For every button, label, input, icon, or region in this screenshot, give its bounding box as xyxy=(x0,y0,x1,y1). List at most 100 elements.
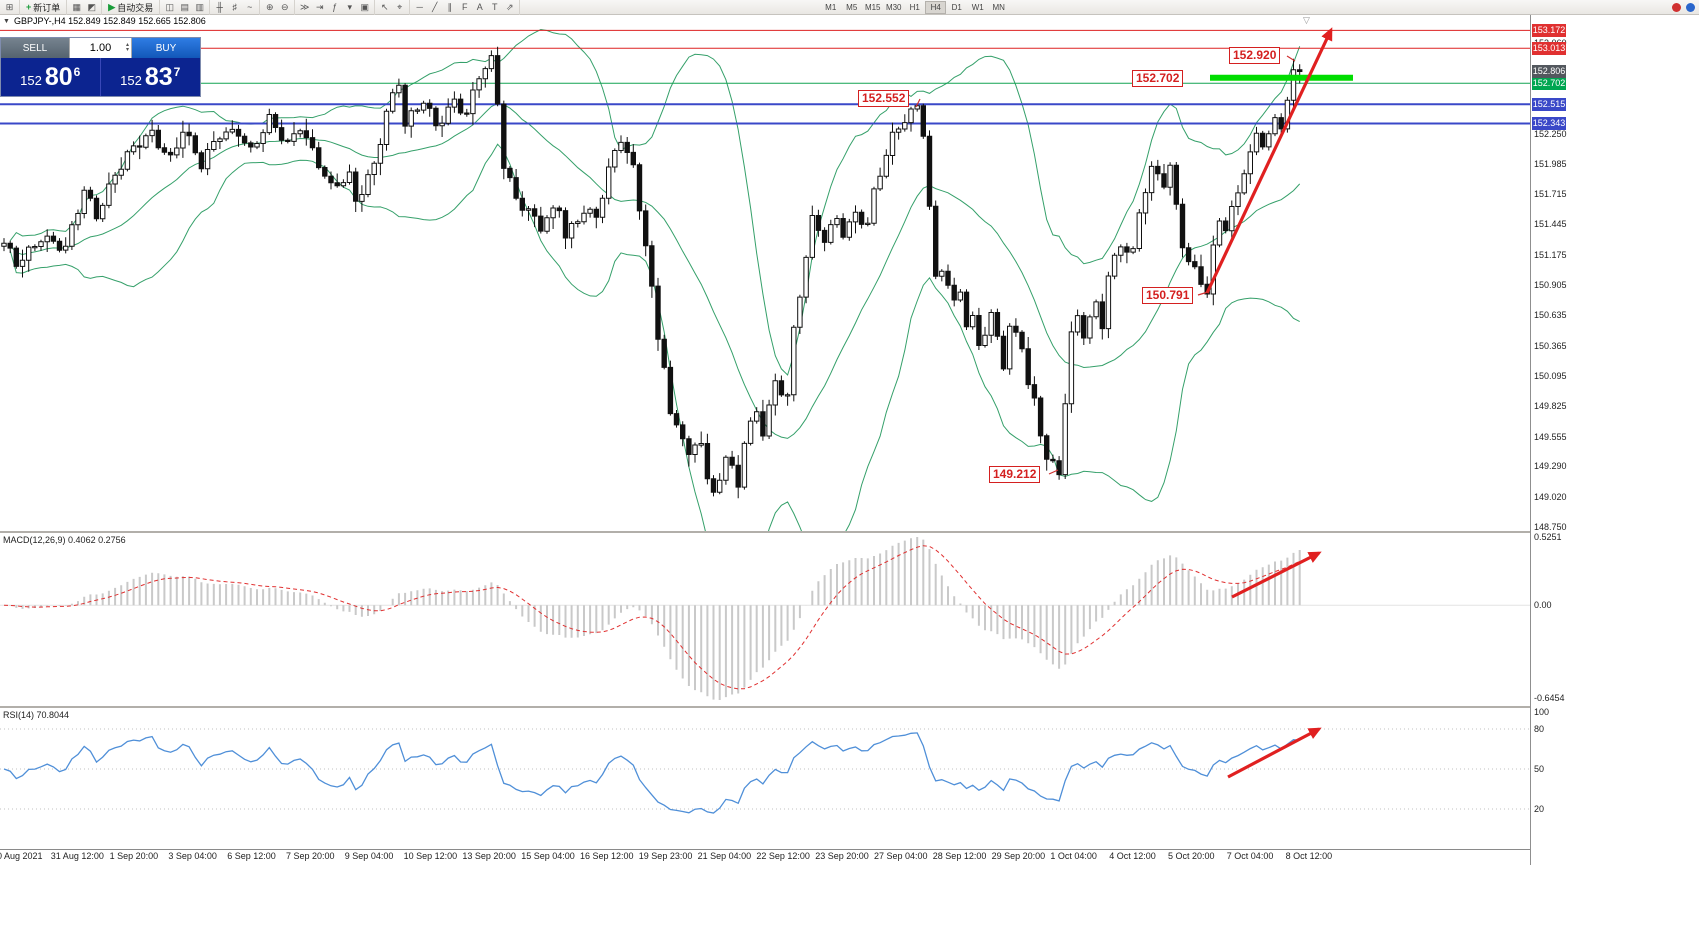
metaquotes-news-icon[interactable] xyxy=(1672,3,1681,12)
arrows-icon[interactable]: ⇗ xyxy=(505,1,514,12)
price-tick: 150.095 xyxy=(1534,370,1567,381)
new-chart-icon[interactable]: ⊞ xyxy=(5,1,14,12)
one-click-collapse-arrow[interactable]: ▼ xyxy=(3,17,10,25)
sell-price-prefix: 152 xyxy=(20,73,42,88)
text-label-icon[interactable]: T xyxy=(491,2,498,12)
current-price-tag: 152.806 xyxy=(1532,65,1566,78)
price-scale[interactable]: 153.060152.250151.985151.715151.445151.1… xyxy=(1530,14,1567,865)
timeframe-MN[interactable]: MN xyxy=(992,2,1005,12)
new-order-button[interactable]: + 新订单 xyxy=(26,2,61,13)
zoom-out-icon[interactable]: ⊖ xyxy=(280,1,289,12)
time-label: 3 Sep 04:00 xyxy=(168,851,217,861)
time-label: 5 Oct 20:00 xyxy=(1168,851,1215,861)
alerts-icon[interactable]: ◩ xyxy=(87,1,97,12)
price-callout-152.702[interactable]: 152.702 xyxy=(1132,70,1184,87)
macd-scale-zero: 0.00 xyxy=(1534,600,1552,611)
macd-scale-max: 0.5251 xyxy=(1534,532,1562,542)
price-tick: 150.365 xyxy=(1534,340,1567,351)
rsi-value: 70.8044 xyxy=(36,710,70,720)
symbol-bar: ▼ GBPJPY-,H4 152.849 152.849 152.665 152… xyxy=(3,16,206,26)
cascade-windows-icon[interactable]: ▤ xyxy=(180,1,189,12)
chart-window-icon[interactable]: ▦ xyxy=(72,1,82,12)
time-label: 4 Oct 12:00 xyxy=(1109,851,1156,861)
crosshair-icon[interactable]: ⌖ xyxy=(397,1,403,12)
timeframe-M1[interactable]: M1 xyxy=(825,2,837,12)
price-tag-153.013[interactable]: 153.013 xyxy=(1532,41,1566,55)
templates-icon[interactable]: ▣ xyxy=(360,1,369,12)
horizontal-line-icon[interactable]: ─ xyxy=(416,2,423,12)
timeframe-W1[interactable]: W1 xyxy=(971,2,984,12)
time-label: 1 Oct 04:00 xyxy=(1050,851,1097,861)
volume-spinner[interactable]: ▴ ▾ xyxy=(125,42,129,53)
price-tick: 152.250 xyxy=(1534,128,1567,139)
time-label: 23 Sep 20:00 xyxy=(815,851,869,861)
time-label: 22 Sep 12:00 xyxy=(756,851,810,861)
rsi-scale-20: 20 xyxy=(1534,803,1545,814)
panel-separator[interactable] xyxy=(0,706,1566,708)
trade-panel-prices: 152 80 6 152 83 7 xyxy=(1,58,200,96)
time-label: 29 Sep 20:00 xyxy=(991,851,1046,861)
auto-scroll-icon[interactable]: ≫ xyxy=(300,1,310,12)
main-chart-canvas[interactable] xyxy=(0,14,1530,531)
sell-price-sup: 6 xyxy=(73,65,81,79)
price-tick: 149.290 xyxy=(1534,461,1567,472)
trendline-icon[interactable]: ╱ xyxy=(432,1,438,12)
price-callout-149.212[interactable]: 149.212 xyxy=(989,466,1041,483)
price-callout-152.552[interactable]: 152.552 xyxy=(858,90,910,107)
periods-dropdown[interactable]: ▾ xyxy=(347,1,352,12)
macd-panel-canvas[interactable] xyxy=(0,533,1530,706)
macd-scale-min: -0.6454 xyxy=(1534,693,1565,703)
auto-trading-button[interactable]: ▶ 自动交易 xyxy=(108,1,154,13)
price-tick: 150.635 xyxy=(1534,310,1567,321)
zoom-in-icon[interactable]: ⊕ xyxy=(265,1,274,12)
timeframe-H4[interactable]: H4 xyxy=(925,0,947,14)
buy-price-prefix: 152 xyxy=(120,73,142,88)
bull-candles xyxy=(1,55,1297,493)
timeframe-D1[interactable]: D1 xyxy=(951,2,962,12)
community-icon[interactable] xyxy=(1686,3,1695,12)
tile-windows-icon[interactable]: ◫ xyxy=(165,1,174,12)
buy-price-display[interactable]: 152 83 7 xyxy=(101,58,201,96)
timeframe-H1[interactable]: H1 xyxy=(909,2,920,12)
price-tick: 148.750 xyxy=(1534,522,1567,532)
buy-button[interactable]: BUY xyxy=(132,38,200,58)
one-click-trading-panel: SELL 1.00 ▴ ▾ BUY 152 80 6 152 83 7 xyxy=(0,37,201,97)
price-tag-153.172[interactable]: 153.172 xyxy=(1532,23,1566,37)
time-label: 19 Sep 23:00 xyxy=(638,851,693,861)
price-callout-152.920[interactable]: 152.920 xyxy=(1229,47,1281,64)
toolbar: ⊞ + 新订单 ▦ ◩ ▶ 自动交易 ◫ ▤ ▥ ╫ ♯ ~ ⊕ ⊖ ≫ ⇥ ƒ ▾ ▣ ↖ ⌖ ─ ╱ ∥ F A T ⇗ M1 M5 M… xyxy=(0,0,1699,15)
trade-panel-controls: SELL 1.00 ▴ ▾ BUY xyxy=(1,38,200,58)
price-tick: 151.175 xyxy=(1534,249,1567,260)
rsi-panel-canvas[interactable] xyxy=(0,708,1530,849)
toolbar-left-groups: ⊞ + 新订单 ▦ ◩ ▶ 自动交易 ◫ ▤ ▥ ╫ ♯ ~ ⊕ ⊖ ≫ ⇥ ƒ ▾ ▣ ↖ ⌖ ─ ╱ ∥ F A T ⇗ xyxy=(0,0,521,15)
volume-input[interactable]: 1.00 ▴ ▾ xyxy=(69,38,132,58)
price-callout-150.791[interactable]: 150.791 xyxy=(1142,287,1194,304)
timeframe-M15[interactable]: M15 xyxy=(864,2,881,12)
candlestick-chart-icon[interactable]: ♯ xyxy=(232,2,237,12)
sell-price-display[interactable]: 152 80 6 xyxy=(1,58,101,96)
time-label: 8 Oct 12:00 xyxy=(1285,851,1333,861)
sell-button[interactable]: SELL xyxy=(1,38,69,58)
price-tag-152.343[interactable]: 152.343 xyxy=(1532,117,1566,130)
price-tick: 151.715 xyxy=(1534,189,1567,200)
timeframe-M30[interactable]: M30 xyxy=(885,2,902,12)
arrange-windows-icon[interactable]: ▥ xyxy=(195,1,204,12)
indicators-icon[interactable]: ƒ xyxy=(332,2,338,12)
volume-value: 1.00 xyxy=(89,42,112,54)
equidistant-channel-icon[interactable]: ∥ xyxy=(447,1,452,12)
chart-shift-icon[interactable]: ⇥ xyxy=(315,1,324,12)
line-chart-icon[interactable]: ~ xyxy=(247,2,253,12)
bollinger-lower xyxy=(9,143,1300,531)
cursor-icon[interactable]: ↖ xyxy=(380,1,389,12)
text-icon[interactable]: A xyxy=(476,2,483,12)
fibonacci-icon[interactable]: F xyxy=(461,2,468,12)
time-axis[interactable]: 30 Aug 2021 31 Aug 12:00 1 Sep 20:00 3 Sep … xyxy=(0,851,1530,864)
panel-separator[interactable] xyxy=(0,531,1566,533)
chart-shift-marker[interactable]: ▽ xyxy=(1303,15,1310,25)
price-tag-152.515[interactable]: 152.515 xyxy=(1532,97,1566,111)
rsi-name: RSI(14) xyxy=(3,710,35,720)
price-tag-152.702[interactable]: 152.702 xyxy=(1532,76,1566,90)
timeframe-M5[interactable]: M5 xyxy=(846,2,858,12)
time-label: 13 Sep 20:00 xyxy=(462,851,516,861)
bar-chart-icon[interactable]: ╫ xyxy=(216,2,223,12)
